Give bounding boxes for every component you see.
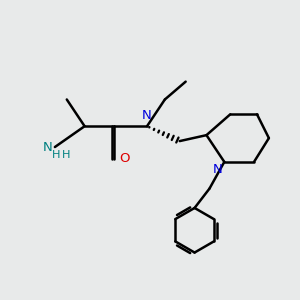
Text: H: H (52, 150, 61, 161)
Text: H: H (62, 150, 70, 161)
Text: N: N (213, 164, 223, 176)
Text: N: N (43, 140, 52, 154)
Text: O: O (120, 152, 130, 165)
Text: N: N (142, 109, 152, 122)
